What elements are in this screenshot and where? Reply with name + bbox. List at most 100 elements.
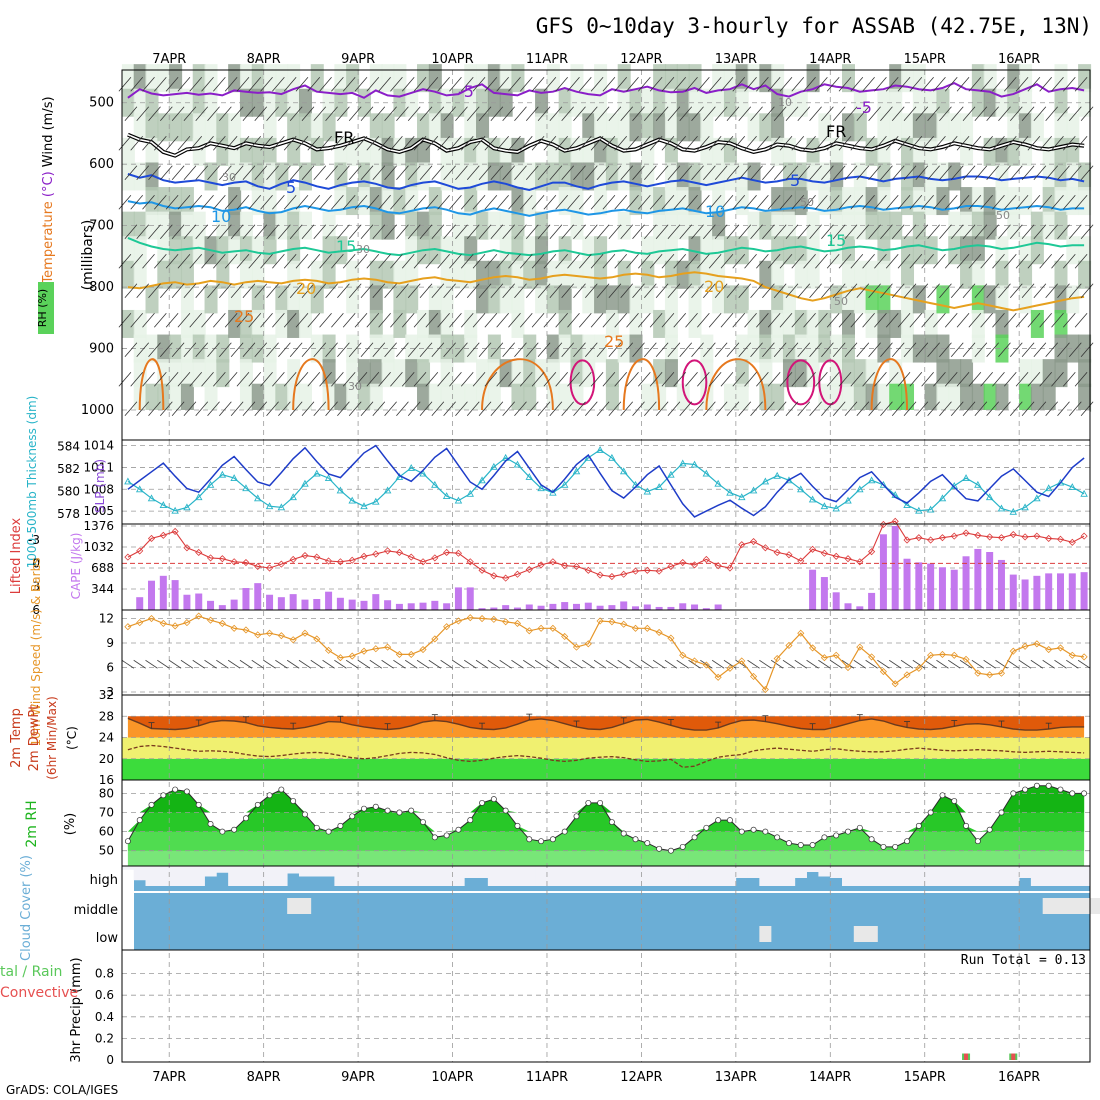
wind-barb bbox=[1080, 283, 1094, 299]
wind-barb bbox=[142, 313, 155, 328]
wind-barb bbox=[519, 372, 533, 387]
cape-bar bbox=[490, 607, 498, 610]
wind-barb bbox=[549, 401, 563, 417]
rh-cell bbox=[180, 236, 194, 265]
rh-point bbox=[502, 807, 509, 814]
wind-barb bbox=[956, 77, 970, 92]
wind-frame bbox=[121, 609, 1091, 696]
wind-barb bbox=[862, 372, 875, 387]
isotherm-25 bbox=[138, 358, 165, 411]
wind-barb bbox=[195, 224, 209, 240]
wind-barb bbox=[531, 372, 545, 387]
wind-barb bbox=[278, 106, 291, 122]
wind-barb bbox=[732, 372, 746, 387]
wind-barb bbox=[756, 195, 769, 210]
cloud-high-gap bbox=[216, 866, 229, 873]
rh-cell bbox=[133, 162, 147, 191]
wind-barb bbox=[974, 401, 988, 417]
wind-barb bbox=[307, 77, 321, 92]
wind-barb bbox=[543, 195, 557, 210]
cloud-high-gap bbox=[169, 866, 182, 886]
wind-barb bbox=[685, 254, 698, 269]
wind-barb bbox=[396, 342, 409, 358]
pressure-tick-label: 500 bbox=[89, 96, 114, 111]
rh-cell bbox=[251, 383, 265, 412]
rh-cell bbox=[700, 137, 714, 166]
wind-barb bbox=[219, 106, 232, 122]
wind-barb bbox=[590, 195, 604, 210]
wind-barb bbox=[980, 195, 993, 210]
wind-barb bbox=[372, 283, 386, 299]
wind-speed-point bbox=[1045, 645, 1053, 654]
wind-barb bbox=[307, 372, 321, 387]
rh-cell bbox=[487, 137, 501, 166]
rh-cell bbox=[239, 260, 253, 289]
wind-barb bbox=[484, 313, 498, 328]
wind-barb bbox=[903, 224, 917, 240]
wind-barb bbox=[762, 106, 775, 122]
surface-wind-barb bbox=[275, 659, 288, 669]
rh-cell bbox=[570, 383, 584, 412]
rh-cell bbox=[263, 187, 277, 216]
rh-point bbox=[361, 805, 367, 812]
wind-barb bbox=[703, 106, 716, 122]
wind-barb bbox=[950, 165, 964, 181]
wind-barb bbox=[401, 254, 415, 269]
wind-barb bbox=[844, 224, 858, 240]
wind-barb bbox=[809, 401, 822, 417]
rh-cell bbox=[901, 187, 915, 216]
wind-barb bbox=[219, 342, 232, 358]
rh-cell bbox=[121, 64, 135, 93]
rh-point bbox=[443, 832, 450, 839]
wind-barb bbox=[738, 224, 752, 240]
wind-barb bbox=[443, 165, 456, 181]
wind-barb bbox=[419, 106, 433, 122]
wind-barb bbox=[490, 106, 504, 122]
rh-cell bbox=[511, 162, 525, 191]
wind-barb bbox=[756, 313, 769, 328]
wind-barb bbox=[1015, 77, 1029, 92]
wind-barb bbox=[525, 106, 539, 122]
wind-barb bbox=[939, 106, 952, 122]
li-point bbox=[997, 534, 1006, 542]
rh-cell bbox=[1078, 236, 1092, 265]
rh-cell bbox=[310, 64, 324, 93]
wind-barb bbox=[384, 342, 397, 358]
thickness-point bbox=[1044, 484, 1053, 492]
cloud-high-gap bbox=[629, 866, 642, 886]
wind-barb bbox=[590, 254, 604, 269]
rh-cell bbox=[582, 113, 596, 142]
rh-cell bbox=[546, 334, 560, 363]
rh-point bbox=[738, 828, 745, 835]
cape-tick-label: 688 bbox=[91, 561, 114, 575]
wind-barb bbox=[301, 401, 315, 417]
surface-wind-barb bbox=[546, 659, 560, 669]
rh-cell bbox=[771, 260, 785, 289]
wind-barb bbox=[366, 313, 380, 328]
rh-cell bbox=[901, 162, 915, 191]
li-point bbox=[206, 554, 215, 562]
wind-barb bbox=[649, 313, 663, 328]
wind-barb bbox=[384, 165, 397, 181]
wind-barb bbox=[490, 401, 504, 417]
rh-cell bbox=[582, 285, 596, 314]
rh-cell bbox=[381, 211, 395, 240]
rh-cell bbox=[936, 187, 950, 216]
upper-panel-label: Temperature (°C) Wind (m/s) bbox=[41, 96, 56, 284]
wind-barb bbox=[283, 77, 297, 92]
rh-cell bbox=[865, 137, 879, 166]
rh-cell bbox=[1030, 383, 1044, 412]
wind-barb bbox=[826, 372, 840, 387]
rh-cell bbox=[428, 236, 442, 265]
thickness-point bbox=[336, 486, 345, 494]
wind-barb bbox=[1003, 254, 1017, 269]
rh-cell bbox=[1066, 113, 1080, 142]
wind-barb bbox=[118, 372, 132, 387]
thickness-point bbox=[879, 480, 888, 488]
rh-cell bbox=[204, 64, 218, 93]
cape-bar bbox=[454, 587, 462, 610]
cloud-axis-label: Cloud Cover (%) bbox=[19, 855, 34, 961]
li-point bbox=[313, 553, 321, 561]
li-point bbox=[254, 562, 262, 571]
rh-cell bbox=[251, 236, 265, 265]
